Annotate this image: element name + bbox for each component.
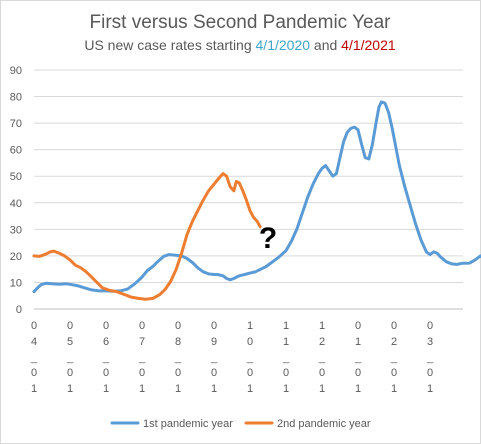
subtitle-prefix: US new case rates starting bbox=[84, 37, 255, 53]
x-tick-label: 0 bbox=[31, 320, 37, 332]
x-tick-label: 0 bbox=[319, 367, 325, 379]
x-tick-label: _ bbox=[174, 352, 182, 364]
x-tick-label: 1 bbox=[283, 383, 289, 395]
y-tick-label: 80 bbox=[10, 92, 22, 104]
x-tick-label: 0 bbox=[67, 320, 73, 332]
x-tick-label: 0 bbox=[427, 367, 433, 379]
x-tick-label: 0 bbox=[103, 367, 109, 379]
x-tick-label: 1 bbox=[67, 383, 73, 395]
x-tick-label: _ bbox=[246, 352, 254, 364]
x-tick-label: 0 bbox=[427, 320, 433, 332]
chart-subtitle: US new case rates starting 4/1/2020 and … bbox=[84, 37, 396, 53]
x-tick-label: 8 bbox=[175, 336, 181, 348]
x-tick-label: 0 bbox=[247, 367, 253, 379]
x-tick-label: 1 bbox=[319, 320, 325, 332]
x-tick-label: 0 bbox=[175, 320, 181, 332]
gridlines bbox=[34, 69, 463, 310]
x-tick-label: _ bbox=[318, 352, 326, 364]
x-tick-label: 1 bbox=[283, 320, 289, 332]
y-tick-label: 90 bbox=[10, 65, 22, 77]
x-tick-label: 0 bbox=[175, 367, 181, 379]
x-tick-label: 2 bbox=[319, 336, 325, 348]
y-tick-label: 10 bbox=[10, 277, 22, 289]
x-tick-label: 3 bbox=[427, 336, 433, 348]
legend-label-1: 1st pandemic year bbox=[143, 418, 233, 430]
x-tick-label: _ bbox=[282, 352, 290, 364]
series-line-2 bbox=[32, 172, 262, 301]
x-tick-label: 0 bbox=[31, 367, 37, 379]
x-tick-label: 1 bbox=[175, 383, 181, 395]
y-tick-label: 70 bbox=[10, 118, 22, 130]
x-tick-label: 1 bbox=[355, 383, 361, 395]
x-tick-label: 1 bbox=[211, 383, 217, 395]
x-tick-label: 0 bbox=[103, 320, 109, 332]
subtitle-middle: and bbox=[310, 37, 341, 53]
x-tick-label: 0 bbox=[355, 367, 361, 379]
x-tick-label: 0 bbox=[211, 367, 217, 379]
x-tick-label: 1 bbox=[103, 383, 109, 395]
x-tick-label: 0 bbox=[391, 320, 397, 332]
x-tick-label: _ bbox=[210, 352, 218, 364]
x-tick-label: _ bbox=[30, 352, 38, 364]
x-tick-label: _ bbox=[138, 352, 146, 364]
subtitle-date-2: 4/1/2021 bbox=[341, 37, 396, 53]
x-tick-label: 1 bbox=[319, 383, 325, 395]
x-tick-label: 0 bbox=[211, 320, 217, 332]
x-tick-label: 0 bbox=[391, 367, 397, 379]
x-tick-label: 0 bbox=[247, 336, 253, 348]
x-tick-label: 1 bbox=[283, 336, 289, 348]
x-tick-label: 0 bbox=[139, 367, 145, 379]
x-tick-label: 2 bbox=[391, 336, 397, 348]
y-tick-label: 0 bbox=[16, 304, 22, 316]
y-axis-ticks: 0 10 20 30 40 50 60 70 80 90 bbox=[10, 65, 22, 316]
y-tick-label: 30 bbox=[10, 224, 22, 236]
y-tick-label: 60 bbox=[10, 145, 22, 157]
x-tick-label: 1 bbox=[247, 383, 253, 395]
x-tick-label: 0 bbox=[139, 320, 145, 332]
x-tick-label: 1 bbox=[31, 383, 37, 395]
x-tick-label: 4 bbox=[31, 336, 37, 348]
question-mark-annotation: ? bbox=[259, 222, 277, 255]
legend-label-2: 2nd pandemic year bbox=[277, 418, 371, 430]
y-tick-label: 20 bbox=[10, 251, 22, 263]
x-tick-label: _ bbox=[102, 352, 110, 364]
x-tick-label: 1 bbox=[427, 383, 433, 395]
x-tick-label: 7 bbox=[139, 336, 145, 348]
x-tick-label: 1 bbox=[391, 383, 397, 395]
series-line-1 bbox=[32, 100, 481, 294]
x-tick-label: 0 bbox=[283, 367, 289, 379]
x-axis-ticks: 0 4 _ 0 1 0 5 _ 0 1 0 6 _ 0 1 0 7 _ 0 1 0 8 _ 0 1 0 9 _ 0 1 1 0 _ 0 1 1 1 _ 0 1… bbox=[30, 320, 434, 395]
x-tick-label: 0 bbox=[67, 367, 73, 379]
x-tick-label: 1 bbox=[355, 336, 361, 348]
subtitle-date-1: 4/1/2020 bbox=[256, 37, 311, 53]
x-tick-label: _ bbox=[390, 352, 398, 364]
x-tick-label: 9 bbox=[211, 336, 217, 348]
series-lines bbox=[32, 100, 481, 301]
legend: 1st pandemic year 2nd pandemic year bbox=[110, 418, 371, 430]
x-tick-label: 1 bbox=[247, 320, 253, 332]
y-tick-label: 50 bbox=[10, 171, 22, 183]
x-tick-label: _ bbox=[354, 352, 362, 364]
y-tick-label: 40 bbox=[10, 198, 22, 210]
x-tick-label: 5 bbox=[67, 336, 73, 348]
x-tick-label: _ bbox=[426, 352, 434, 364]
x-tick-label: 0 bbox=[355, 320, 361, 332]
x-tick-label: _ bbox=[66, 352, 74, 364]
chart-title: First versus Second Pandemic Year bbox=[90, 12, 392, 33]
x-tick-label: 1 bbox=[139, 383, 145, 395]
x-tick-label: 6 bbox=[103, 336, 109, 348]
